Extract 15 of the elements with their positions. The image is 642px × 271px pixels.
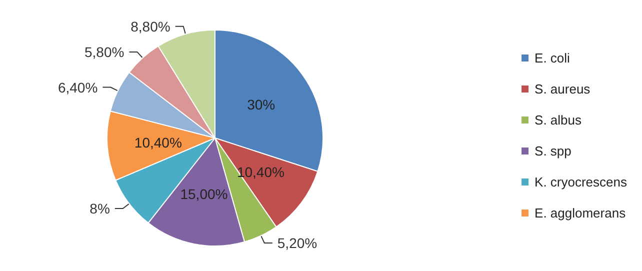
data-label: 6,40%	[58, 79, 98, 96]
legend-label: E. agglomerans	[534, 206, 626, 220]
legend-label: S. spp	[534, 144, 572, 158]
data-label: 8%	[90, 200, 110, 217]
data-label: 30%	[247, 96, 276, 112]
legend-label: S. aureus	[534, 82, 591, 96]
legend-label: E. coli	[534, 50, 570, 66]
data-label: 15,00%	[180, 186, 228, 202]
data-label: 8,80%	[130, 18, 170, 34]
legend-label: K. cryocrescens	[534, 174, 628, 190]
data-label: 5,80%	[84, 44, 124, 60]
legend-label: S. albus	[534, 112, 582, 128]
data-label: 5,20%	[277, 234, 318, 251]
data-label: 10,40%	[236, 164, 284, 180]
data-label: 10,40%	[134, 134, 182, 150]
